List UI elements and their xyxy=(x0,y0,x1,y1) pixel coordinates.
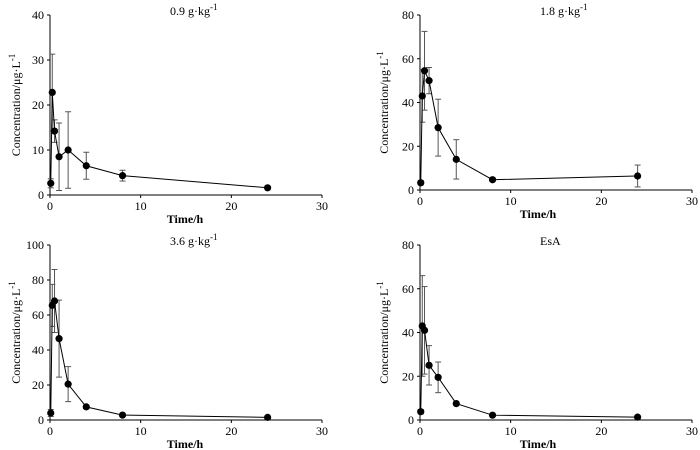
y-tick-label: 20 xyxy=(32,98,44,112)
data-point xyxy=(417,408,425,416)
data-point xyxy=(420,67,429,75)
panel-title: 1.8 g·kg-1 xyxy=(540,2,588,18)
data-point xyxy=(420,326,429,334)
y-tick-label: 60 xyxy=(32,308,44,322)
y-tick-label: 20 xyxy=(32,378,44,392)
y-tick-label: 0 xyxy=(408,413,414,427)
y-tick-label: 80 xyxy=(402,8,414,22)
panel-title-sup: -1 xyxy=(580,2,588,12)
data-point xyxy=(434,124,442,132)
data-point xyxy=(488,176,497,184)
data-point xyxy=(634,172,642,180)
x-tick-label: 20 xyxy=(595,424,607,438)
y-axis-label-sup: -1 xyxy=(375,51,385,59)
y-axis-label: Concentration/μg·L-1 xyxy=(7,281,23,384)
series-line xyxy=(50,92,268,189)
y-tick-label: 60 xyxy=(402,52,414,66)
data-point xyxy=(425,361,433,369)
data-point xyxy=(118,411,127,419)
data-point xyxy=(48,88,56,96)
x-tick-label: 20 xyxy=(225,424,237,438)
chart-panel-1: 0 10 20 30 40 0 10 20 30 Time/h Concentration/μg·L… xyxy=(7,2,328,226)
y-tick-label: 40 xyxy=(402,96,414,110)
data-point xyxy=(452,155,460,163)
x-tick-label: 0 xyxy=(417,194,423,208)
panel-title: 0.9 g·kg-1 xyxy=(170,2,218,18)
y-tick-label: 10 xyxy=(32,143,44,157)
panel-title: 3.6 g·kg-1 xyxy=(170,232,218,248)
x-tick-label: 30 xyxy=(316,199,328,213)
y-tick-label: 40 xyxy=(402,326,414,340)
data-point xyxy=(64,146,72,154)
data-point xyxy=(50,127,59,135)
x-tick-label: 10 xyxy=(135,199,147,213)
y-tick-label: 40 xyxy=(32,8,44,22)
data-point xyxy=(47,179,55,187)
x-tick-label: 20 xyxy=(595,194,607,208)
y-axis-label: Concentration/μg·L-1 xyxy=(375,51,391,154)
chart-panel-4: 0 20 40 60 80 0 10 20 30 Time/h Concentration/μg·L… xyxy=(375,234,698,450)
y-tick-label: 80 xyxy=(32,273,44,287)
y-axis-label: Concentration/μg·L-1 xyxy=(7,54,23,157)
panel-title-sup: -1 xyxy=(210,2,218,12)
x-axis-label: Time/h xyxy=(167,212,204,226)
x-tick-label: 0 xyxy=(417,424,423,438)
data-point xyxy=(82,162,90,170)
y-axis-label-sup: -1 xyxy=(375,281,385,289)
y-tick-label: 0 xyxy=(408,183,414,197)
x-tick-label: 0 xyxy=(47,199,53,213)
chart-panel-3: 0 20 40 60 80 100 0 10 20 30 Time/h Concentration/μ… xyxy=(7,232,328,450)
y-axis-label-sup: -1 xyxy=(7,54,17,62)
data-point xyxy=(264,184,272,192)
x-axis-label: Time/h xyxy=(520,437,557,450)
y-tick-label: 30 xyxy=(32,53,44,67)
data-point xyxy=(264,413,272,421)
data-point xyxy=(47,409,55,417)
x-tick-label: 0 xyxy=(47,424,53,438)
data-point xyxy=(55,153,63,161)
data-point xyxy=(425,77,433,85)
data-point xyxy=(452,399,460,408)
data-point xyxy=(417,179,425,187)
y-tick-label: 20 xyxy=(402,369,414,383)
x-tick-label: 10 xyxy=(505,424,517,438)
y-tick-label: 0 xyxy=(38,188,44,202)
y-tick-label: 60 xyxy=(402,282,414,296)
y-tick-label: 100 xyxy=(26,238,44,252)
data-point xyxy=(118,172,127,180)
x-axis-label: Time/h xyxy=(520,207,557,221)
y-tick-label: 40 xyxy=(32,343,44,357)
y-tick-label: 80 xyxy=(402,238,414,252)
y-axis-label: Concentration/μg·L-1 xyxy=(375,281,391,384)
data-point xyxy=(55,335,63,343)
data-point xyxy=(634,413,642,421)
chart-panel-2: 0 20 40 60 80 0 10 20 30 Time/h Concentration/μg·L… xyxy=(375,2,698,221)
y-axis-label-sup: -1 xyxy=(7,281,17,289)
data-point xyxy=(82,403,90,411)
x-tick-label: 30 xyxy=(316,424,328,438)
data-point xyxy=(488,411,497,419)
x-tick-label: 30 xyxy=(686,424,698,438)
panel-title-sup: -1 xyxy=(210,232,218,242)
x-axis-label: Time/h xyxy=(167,437,204,450)
panel-title: EsA xyxy=(540,234,561,248)
x-tick-label: 10 xyxy=(505,194,517,208)
data-point xyxy=(50,297,59,305)
data-point xyxy=(418,92,426,100)
series-line xyxy=(420,68,638,183)
y-tick-label: 0 xyxy=(38,413,44,427)
x-tick-label: 10 xyxy=(135,424,147,438)
data-point xyxy=(64,380,72,388)
y-tick-label: 20 xyxy=(402,139,414,153)
series-line xyxy=(50,299,268,418)
x-tick-label: 20 xyxy=(225,199,237,213)
data-point xyxy=(434,373,442,381)
x-tick-label: 30 xyxy=(686,194,698,208)
